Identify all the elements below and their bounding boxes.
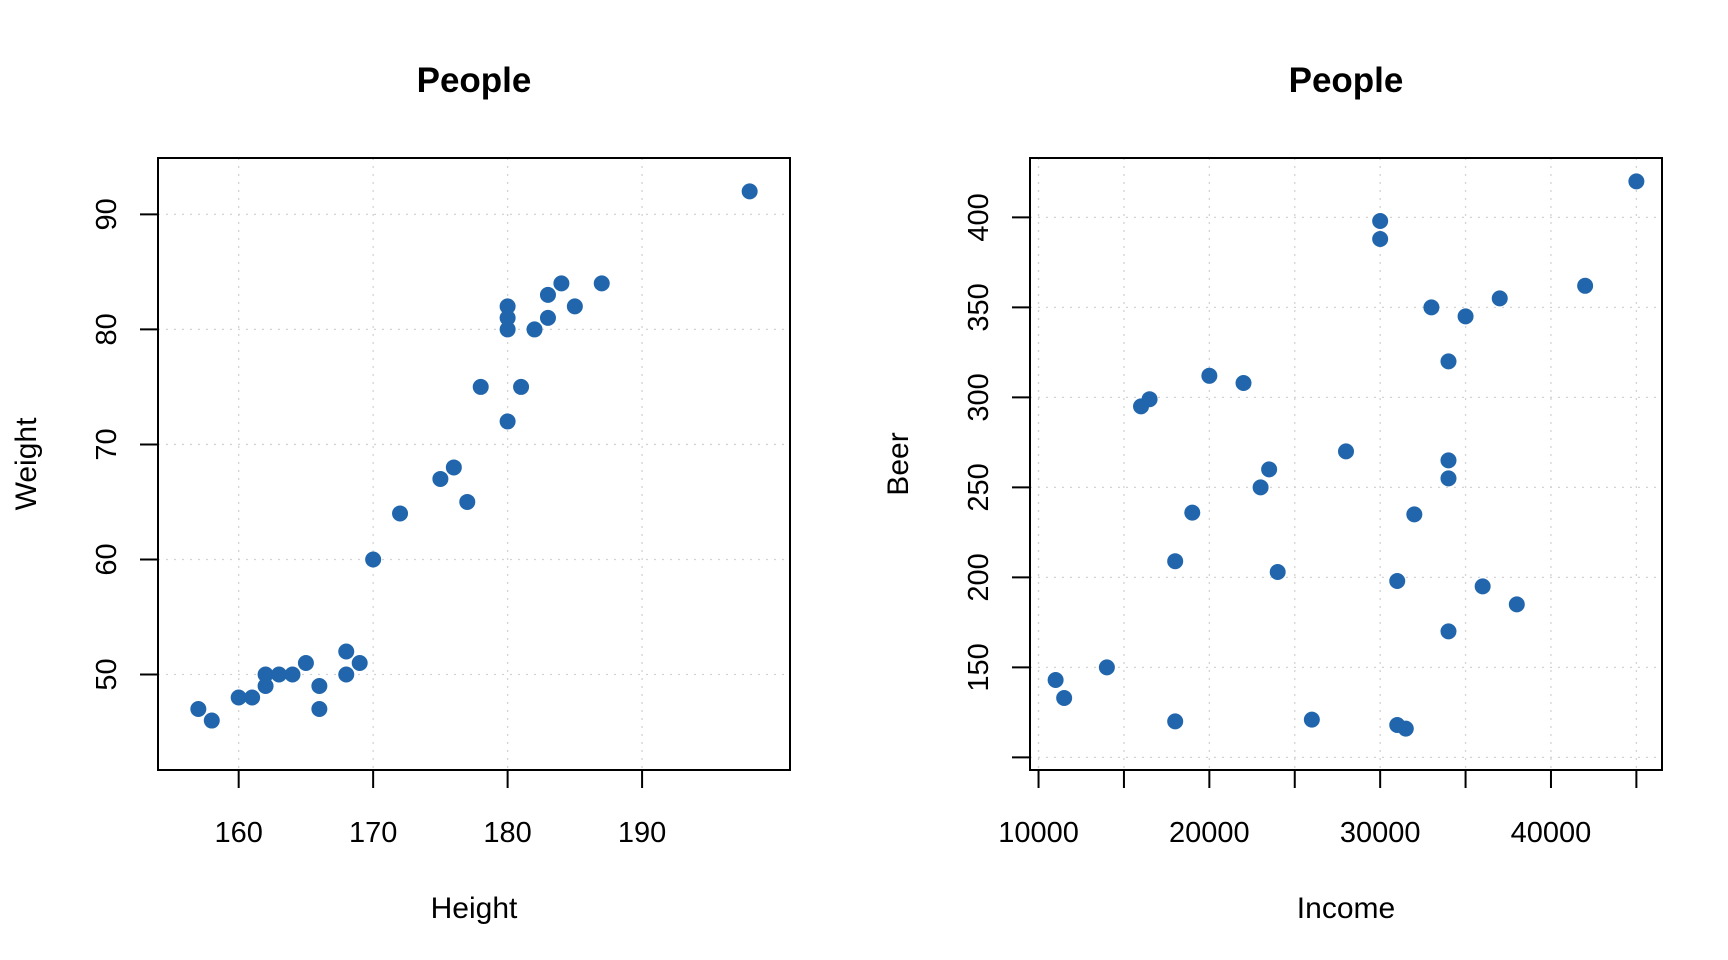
data-point bbox=[472, 378, 489, 395]
data-point bbox=[1577, 277, 1594, 294]
height-weight-scatterplot: 160 170 180 190 50 60 70 80 90 People Height Weight bbox=[10, 61, 791, 925]
data-point bbox=[230, 689, 247, 706]
data-point bbox=[365, 551, 382, 568]
data-point bbox=[190, 701, 207, 718]
data-point bbox=[741, 183, 758, 200]
data-point bbox=[351, 655, 368, 672]
x-tick-label: 10000 bbox=[998, 817, 1079, 849]
data-point bbox=[1423, 299, 1440, 316]
data-point bbox=[593, 275, 610, 292]
income-beer-scatterplot: 10000 20000 30000 40000 150 200 250 300 350 400 Pe… bbox=[882, 61, 1663, 925]
data-point bbox=[257, 678, 274, 695]
y-tick-label: 50 bbox=[91, 658, 123, 690]
data-point bbox=[566, 298, 583, 315]
data-point bbox=[1047, 672, 1064, 688]
y-tick-label: 60 bbox=[91, 543, 123, 575]
data-point bbox=[1056, 690, 1073, 706]
data-point bbox=[311, 678, 328, 695]
data-point bbox=[1457, 308, 1474, 325]
data-point bbox=[203, 712, 220, 729]
plot-frame bbox=[157, 157, 791, 771]
y-tick-label: 300 bbox=[963, 373, 995, 421]
data-point bbox=[1508, 596, 1525, 613]
x-tick-label: 180 bbox=[483, 817, 531, 849]
data-point bbox=[257, 666, 274, 683]
data-point bbox=[244, 689, 261, 706]
data-point bbox=[1235, 375, 1252, 391]
x-tick-label: 20000 bbox=[1169, 817, 1250, 849]
data-point bbox=[1167, 713, 1184, 730]
x-tick-label: 170 bbox=[349, 817, 397, 849]
data-point bbox=[1338, 443, 1354, 460]
plot-frame bbox=[1029, 157, 1663, 771]
data-point bbox=[553, 275, 570, 292]
y-tick-label: 90 bbox=[91, 198, 123, 230]
data-point bbox=[1184, 504, 1201, 521]
data-point bbox=[1440, 353, 1457, 370]
data-point bbox=[271, 666, 288, 683]
data-point bbox=[338, 666, 355, 683]
y-tick-label: 250 bbox=[963, 463, 995, 511]
data-point bbox=[1252, 479, 1269, 496]
data-point bbox=[526, 321, 543, 338]
data-point bbox=[1261, 461, 1278, 478]
y-tick-label: 350 bbox=[963, 283, 995, 331]
x-tick-label: 190 bbox=[618, 817, 666, 849]
chart-title: People bbox=[1289, 61, 1404, 100]
x-axis-label: Height bbox=[431, 892, 518, 925]
data-point bbox=[1474, 578, 1491, 595]
y-tick-label: 150 bbox=[963, 643, 995, 691]
data-point bbox=[284, 666, 301, 683]
data-point bbox=[539, 286, 556, 303]
data-point bbox=[1372, 231, 1389, 247]
data-point bbox=[297, 655, 314, 672]
data-point bbox=[1389, 573, 1406, 589]
data-point bbox=[1406, 506, 1423, 523]
y-tick-label: 80 bbox=[91, 313, 123, 345]
data-point bbox=[445, 459, 462, 476]
y-axis-label: Beer bbox=[882, 432, 915, 495]
data-point bbox=[1628, 173, 1645, 190]
data-point bbox=[499, 321, 516, 338]
data-point bbox=[1372, 213, 1389, 229]
data-point bbox=[338, 643, 355, 660]
data-point bbox=[1098, 659, 1115, 676]
x-tick-label: 30000 bbox=[1340, 817, 1421, 849]
y-tick-label: 70 bbox=[91, 428, 123, 460]
data-point bbox=[1201, 367, 1218, 384]
data-point bbox=[432, 470, 449, 487]
data-point bbox=[1141, 391, 1158, 408]
data-point bbox=[311, 701, 328, 718]
x-tick-label: 40000 bbox=[1511, 817, 1592, 849]
data-point bbox=[539, 309, 556, 326]
data-point bbox=[1440, 470, 1457, 487]
data-point bbox=[1269, 564, 1286, 580]
x-axis-label: Income bbox=[1297, 892, 1395, 925]
data-point bbox=[1397, 720, 1414, 737]
y-tick-label: 400 bbox=[963, 193, 995, 241]
data-point bbox=[499, 413, 516, 430]
data-point bbox=[499, 309, 516, 326]
data-point bbox=[513, 378, 530, 395]
y-tick-label: 200 bbox=[963, 553, 995, 601]
data-point bbox=[1440, 452, 1457, 469]
chart-title: People bbox=[417, 61, 532, 100]
y-axis-label: Weight bbox=[10, 417, 43, 510]
data-point bbox=[499, 298, 516, 315]
data-point bbox=[459, 493, 476, 510]
data-point bbox=[1167, 553, 1184, 570]
data-point bbox=[1491, 290, 1508, 307]
x-tick-label: 160 bbox=[214, 817, 262, 849]
data-point bbox=[1303, 711, 1320, 728]
data-point bbox=[392, 505, 409, 522]
data-point bbox=[1440, 623, 1457, 640]
